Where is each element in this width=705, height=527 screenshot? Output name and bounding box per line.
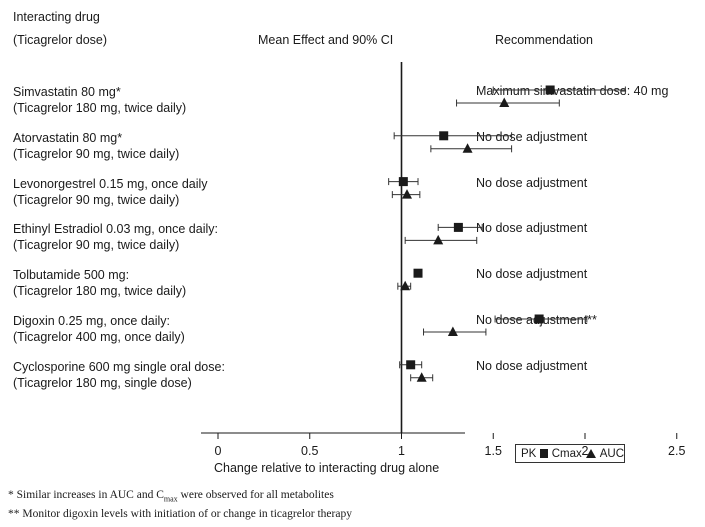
cmax-point: [398, 177, 408, 187]
recommendation: Maximum simvastatin dose: 40 mg: [476, 84, 669, 98]
legend-auc: AUC: [599, 447, 624, 460]
drug-label: Cyclosporine 600 mg single oral dose: (Ti…: [13, 359, 225, 391]
legend-prefix: PK: [521, 447, 537, 460]
recommendation: No dose adjustment: [476, 175, 588, 190]
footnote-1-text: * Similar increases in AUC and C: [8, 489, 164, 501]
recommendation: No dose adjustment: [476, 267, 588, 282]
x-axis-label: Change relative to interacting drug alon…: [214, 461, 440, 475]
square-marker-icon: [540, 449, 548, 458]
recommendation: No dose adjustment: [476, 129, 588, 144]
ticagrelor-dose: (Ticagrelor 180 mg, twice daily): [13, 101, 187, 115]
x-tick-label: 2: [582, 444, 589, 458]
x-tick-label: 0: [215, 444, 222, 458]
auc-point: [499, 97, 510, 107]
recommendation: No dose adjustment: [476, 358, 588, 373]
auc-point: [416, 372, 427, 382]
drug-label: Levonorgestrel 0.15 mg, once daily (Ticag…: [13, 176, 208, 208]
drug-name: Levonorgestrel 0.15 mg, once daily: [13, 176, 208, 191]
auc-point: [400, 280, 411, 291]
drug-name: Ethinyl Estradiol 0.03 mg, once daily:: [13, 222, 218, 237]
triangle-marker-icon: [585, 449, 596, 458]
header-drug-line1: Interacting drug: [13, 10, 100, 24]
drug-label: Atorvastatin 80 mg* (Ticagrelor 90 mg, tw…: [13, 130, 179, 162]
drug-label: Digoxin 0.25 mg, once daily: (Ticagrelor …: [13, 313, 185, 345]
ticagrelor-dose: (Ticagrelor 90 mg, twice daily): [13, 192, 180, 207]
x-tick-label: 1.5: [485, 444, 502, 458]
cmax-point: [406, 360, 416, 370]
auc-point: [402, 189, 413, 199]
ticagrelor-dose: (Ticagrelor 400 mg, once daily): [13, 330, 185, 344]
cmax-point: [545, 85, 555, 95]
footnote-1-sub: max: [163, 494, 178, 504]
header-recommendation: Recommendation: [495, 33, 593, 47]
footnote-2: ** Monitor digoxin levels with initiatio…: [8, 508, 352, 520]
legend-cmax: Cmax: [551, 447, 582, 460]
auc-point: [447, 326, 458, 336]
ticagrelor-dose: (Ticagrelor 180 mg, twice daily): [13, 284, 187, 299]
recommendation: No dose adjustment: [476, 221, 588, 236]
cmax-point: [439, 131, 449, 141]
legend: PK Cmax AUC: [515, 444, 625, 463]
footnote-1: * Similar increases in AUC and Cmax were…: [8, 489, 334, 503]
cmax-point: [453, 222, 463, 232]
x-tick-label: 0.5: [301, 444, 318, 458]
auc-point: [462, 143, 473, 153]
ticagrelor-dose: (Ticagrelor 180 mg, single dose): [13, 375, 192, 390]
drug-label: Ethinyl Estradiol 0.03 mg, once daily: (T…: [13, 221, 218, 253]
drug-label: Simvastatin 80 mg* (Ticagrelor 180 mg, tw…: [13, 84, 186, 116]
header-effect: Mean Effect and 90% CI: [258, 33, 394, 47]
footnote-1-tail: were observed for all metabolites: [177, 489, 334, 501]
drug-name: Digoxin 0.25 mg, once daily:: [13, 314, 171, 328]
x-tick-label: 1: [398, 444, 405, 458]
ticagrelor-dose: (Ticagrelor 90 mg, twice daily): [13, 146, 180, 161]
drug-name: Tolbutamide 500 mg:: [13, 268, 130, 283]
cmax-point: [413, 268, 423, 278]
auc-point: [433, 234, 444, 245]
cmax-point: [534, 314, 544, 324]
drug-name: Simvastatin 80 mg*: [13, 85, 121, 99]
drug-name: Cyclosporine 600 mg single oral dose:: [13, 359, 225, 374]
drug-name: Atorvastatin 80 mg*: [13, 130, 123, 145]
x-tick-label: 2.5: [668, 444, 685, 458]
ticagrelor-dose: (Ticagrelor 90 mg, twice daily): [13, 238, 180, 253]
drug-label: Tolbutamide 500 mg: (Ticagrelor 180 mg, t…: [13, 267, 186, 299]
header-drug-line2: (Ticagrelor dose): [13, 33, 108, 47]
